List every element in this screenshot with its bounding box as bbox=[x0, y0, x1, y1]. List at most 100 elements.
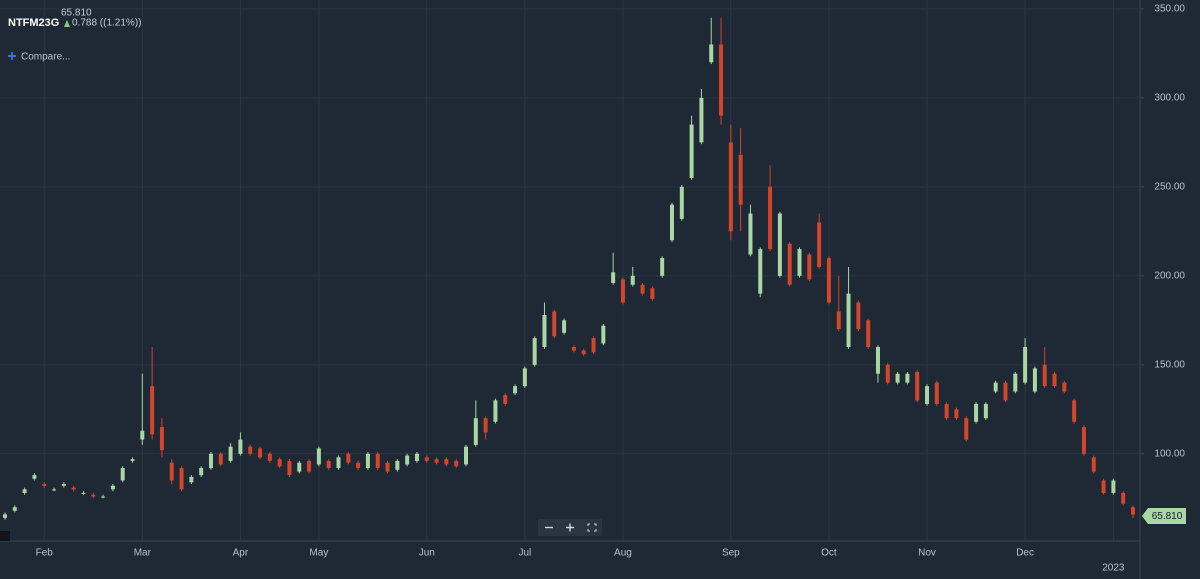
candle-body bbox=[375, 453, 380, 469]
candles bbox=[3, 17, 1135, 520]
candle-body bbox=[356, 462, 361, 469]
candle-body bbox=[993, 382, 998, 392]
candle-body bbox=[169, 462, 174, 481]
candle-body bbox=[258, 448, 263, 458]
candle-body bbox=[758, 249, 763, 294]
change: 0.788 ((1.21%)) bbox=[72, 18, 141, 29]
corner-box bbox=[0, 531, 10, 541]
compare-label[interactable]: Compare... bbox=[21, 52, 70, 63]
candle-body bbox=[61, 484, 66, 486]
candle-body bbox=[199, 468, 204, 476]
candle-body bbox=[719, 44, 724, 116]
candle-body bbox=[797, 249, 802, 276]
candle-body bbox=[130, 459, 135, 461]
candle-body bbox=[807, 254, 812, 280]
y-tick-label: 250.00 bbox=[1154, 181, 1185, 192]
candle-body bbox=[277, 459, 282, 467]
x-tick-label: Apr bbox=[233, 548, 249, 559]
candle-body bbox=[1131, 507, 1135, 515]
x-tick-label: Jul bbox=[518, 548, 531, 559]
candle-body bbox=[1091, 457, 1096, 472]
candle-body bbox=[120, 468, 125, 481]
candle-body bbox=[532, 338, 537, 365]
candle-body bbox=[1023, 347, 1028, 383]
candle-body bbox=[1101, 480, 1106, 493]
candle-body bbox=[464, 446, 469, 465]
candle-body bbox=[3, 514, 7, 518]
candle-body bbox=[365, 453, 370, 469]
candle-body bbox=[817, 222, 822, 267]
candle-body bbox=[748, 213, 753, 255]
y-tick-label: 150.00 bbox=[1154, 359, 1185, 370]
y-tick-label: 100.00 bbox=[1154, 448, 1185, 459]
candle-body bbox=[522, 368, 527, 387]
candle-body bbox=[287, 460, 292, 476]
candle-body bbox=[542, 314, 547, 348]
candle-body bbox=[669, 204, 674, 241]
zoom-controls bbox=[538, 519, 602, 536]
zoom-in[interactable] bbox=[566, 523, 574, 532]
candle-body bbox=[974, 403, 979, 422]
candle-body bbox=[552, 311, 557, 337]
x-tick-label: Oct bbox=[821, 548, 837, 559]
candle-body bbox=[336, 457, 341, 469]
x-tick-label: Jun bbox=[419, 548, 435, 559]
candle-body bbox=[983, 403, 988, 419]
candle-body bbox=[630, 275, 635, 285]
x-tick-label: Nov bbox=[918, 548, 936, 559]
axis-labels: 100.00 150.00 200.00 250.00 300.00 350.00 Feb M… bbox=[36, 4, 1186, 574]
candle-body bbox=[728, 142, 733, 232]
candle-body bbox=[846, 293, 851, 348]
candle-body bbox=[424, 457, 429, 461]
candle-body bbox=[611, 272, 616, 283]
candle-body bbox=[493, 400, 498, 422]
candle-body bbox=[503, 395, 508, 404]
candle-body bbox=[248, 446, 253, 454]
candle-body bbox=[768, 186, 773, 250]
last-price-box bbox=[1142, 508, 1186, 524]
candle-body bbox=[444, 459, 449, 465]
candle-body bbox=[934, 382, 939, 404]
candle-body bbox=[836, 311, 841, 330]
candle-body bbox=[483, 418, 488, 433]
candle-body bbox=[208, 453, 213, 469]
candle-body bbox=[81, 492, 86, 494]
candle-body bbox=[866, 320, 871, 348]
candle-body bbox=[513, 386, 518, 394]
candle-body bbox=[71, 487, 76, 490]
plus-icon bbox=[8, 52, 16, 60]
candle-body bbox=[591, 338, 596, 353]
candle-body bbox=[473, 418, 478, 445]
candle-body bbox=[562, 320, 567, 333]
candle-body bbox=[267, 453, 272, 461]
y-tick-label: 350.00 bbox=[1154, 4, 1185, 15]
candle-body bbox=[709, 44, 714, 63]
candle-body bbox=[297, 462, 302, 472]
candle-body bbox=[915, 371, 920, 401]
y-tick-label: 200.00 bbox=[1154, 270, 1185, 281]
candle-body bbox=[218, 453, 223, 465]
candle-body bbox=[1081, 427, 1086, 454]
compare-button[interactable]: Compare... bbox=[8, 52, 70, 63]
candle-body bbox=[434, 459, 439, 463]
candle-body bbox=[679, 186, 684, 219]
candle-body bbox=[228, 446, 233, 461]
candle-body bbox=[22, 489, 27, 493]
x-tick-label: Mar bbox=[134, 548, 152, 559]
candle-body bbox=[150, 386, 155, 435]
x-tick-label: Dec bbox=[1016, 548, 1034, 559]
candle-body bbox=[395, 460, 400, 470]
candle-body bbox=[895, 373, 900, 383]
grid bbox=[0, 0, 1140, 541]
candle-body bbox=[405, 455, 410, 465]
candle-body bbox=[640, 284, 645, 294]
candle-body bbox=[1111, 480, 1116, 493]
candle-body bbox=[385, 462, 390, 472]
candle-body bbox=[140, 430, 145, 440]
candle-body bbox=[699, 97, 704, 143]
candle-body bbox=[856, 302, 861, 330]
fit-screen[interactable] bbox=[587, 523, 597, 532]
candle-body bbox=[52, 489, 57, 491]
